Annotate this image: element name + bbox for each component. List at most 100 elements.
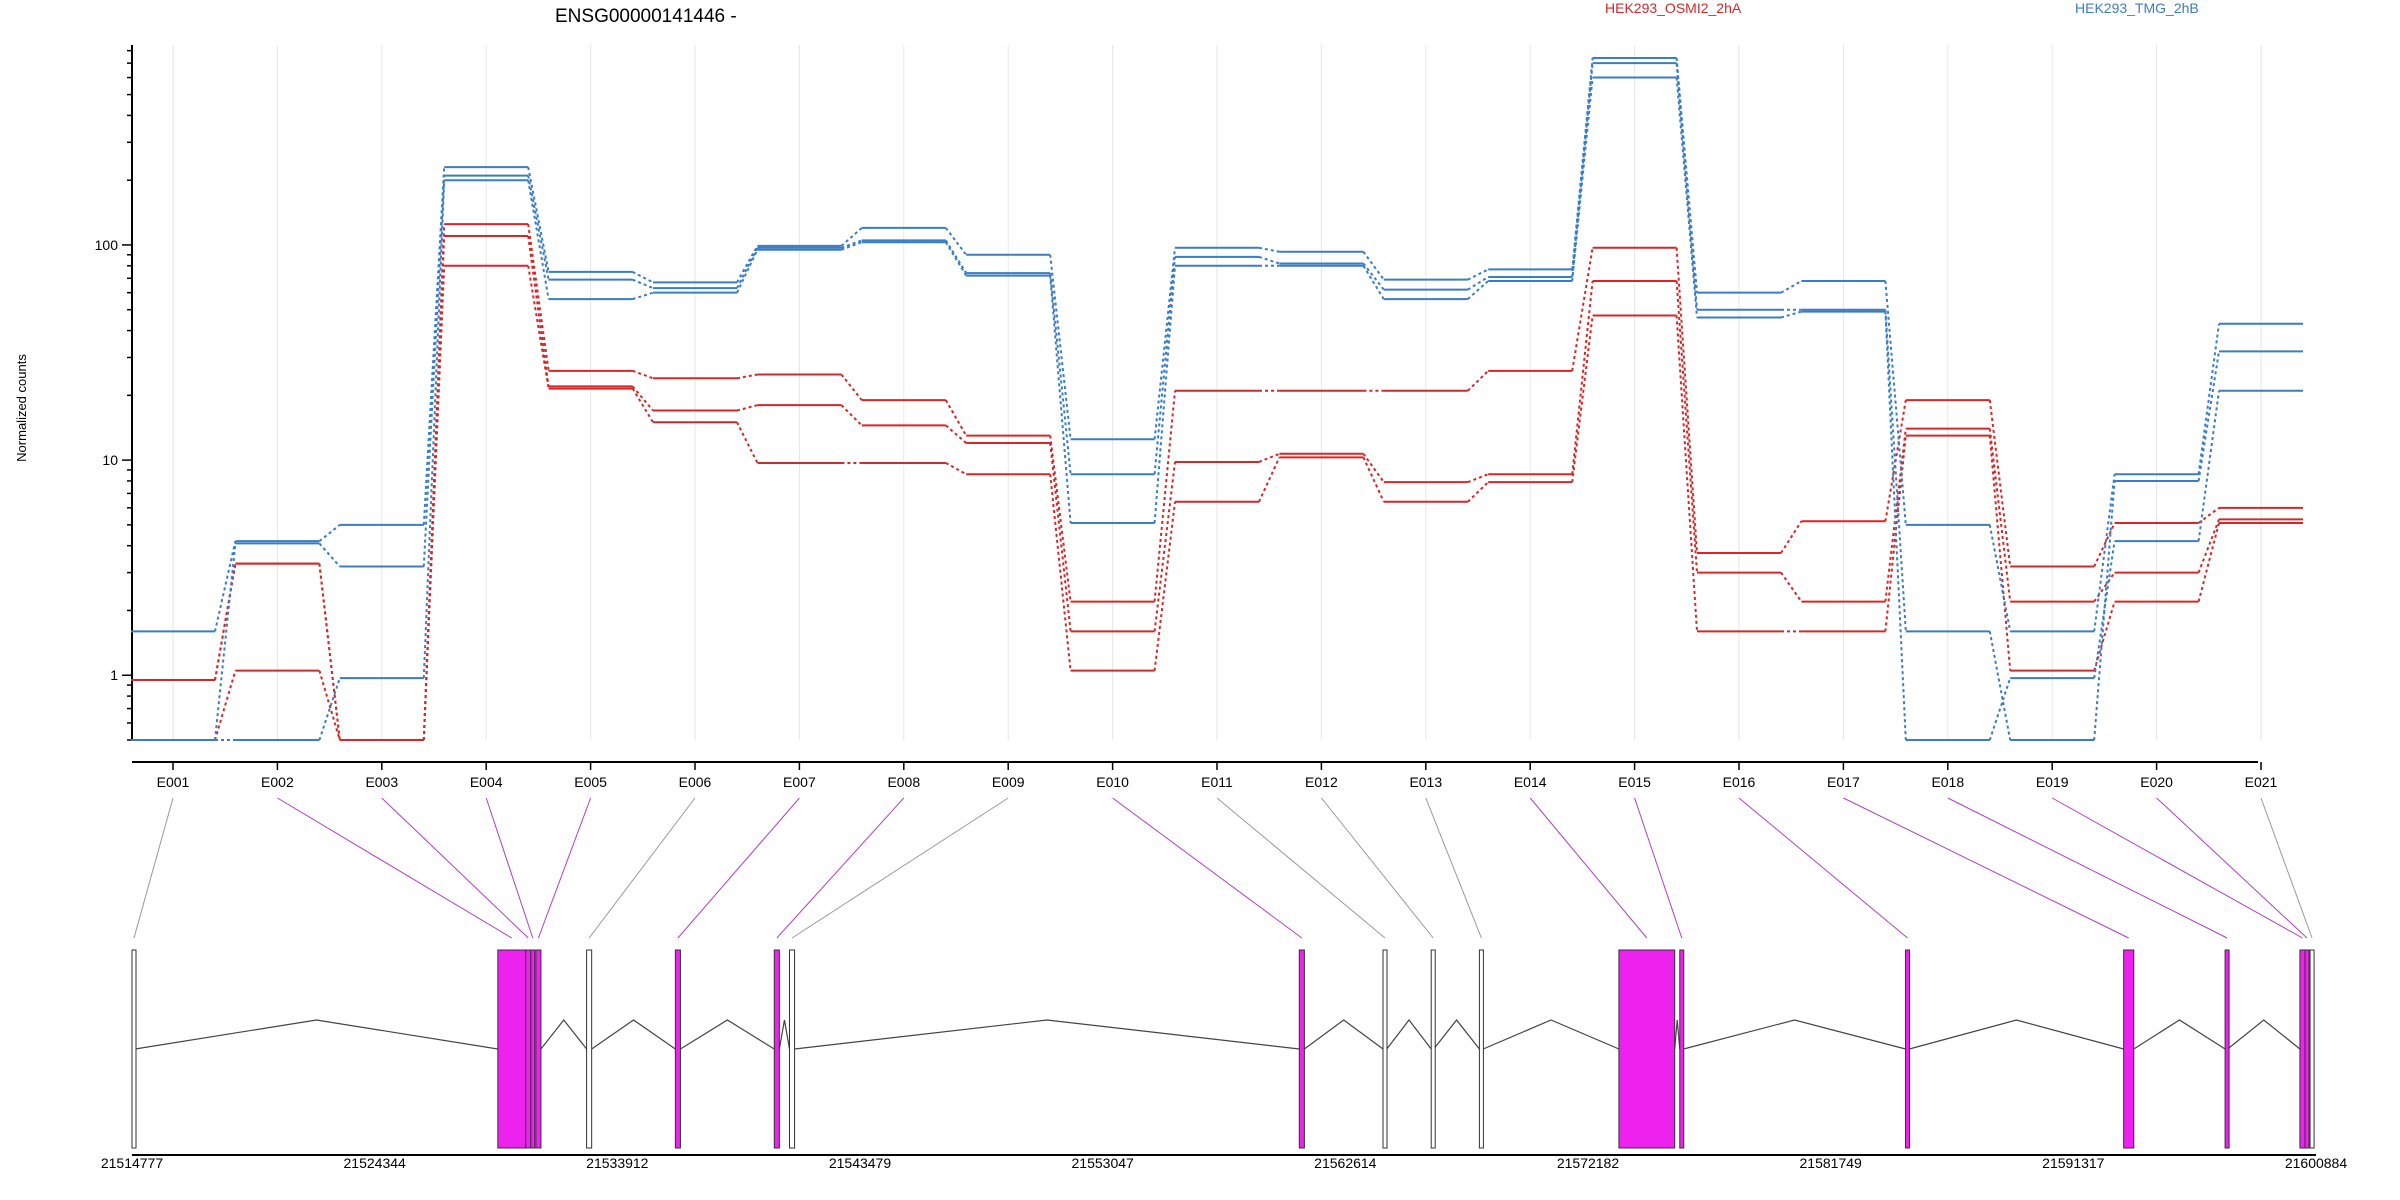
exon-label: E012 (1305, 774, 1338, 790)
intron-line (1674, 1019, 1681, 1050)
exon-label: E013 (1409, 774, 1442, 790)
exon-connector (1425, 797, 1482, 939)
exon-box (2224, 949, 2230, 1149)
exon-box (1382, 949, 1388, 1149)
exon-label: E006 (679, 774, 712, 790)
intron-line (2227, 1019, 2301, 1050)
exon-connector (1529, 797, 1648, 939)
series-connector (215, 77, 2220, 741)
exon-connectors (133, 797, 2313, 939)
exon-label: E019 (2036, 774, 2069, 790)
exon-label: E016 (1723, 774, 1756, 790)
exon-label: E004 (470, 774, 503, 790)
exon-connector (1843, 797, 2129, 939)
intron-line (2133, 1019, 2226, 1050)
exon-connector (1947, 797, 2228, 939)
x-axis: E001 E002 E003 E004 E005 E006 E007 E008 E009 E010… (132, 761, 2278, 790)
exon-label: E003 (365, 774, 398, 790)
exon-box (131, 949, 137, 1149)
exon-label: E020 (2140, 774, 2173, 790)
exon-box (1430, 949, 1436, 1149)
exon-label: E014 (1514, 774, 1547, 790)
exon-connector (2051, 797, 2303, 939)
intron-line (794, 1019, 1300, 1050)
exon-box (773, 949, 780, 1149)
intron-line (135, 1019, 498, 1050)
exon-connector (1634, 797, 1683, 939)
exon-label: E001 (157, 774, 190, 790)
intron-line (1304, 1019, 1384, 1050)
coordinate-label: 21600884 (2285, 1155, 2348, 1171)
exon-connector (1112, 797, 1303, 939)
gene-model (131, 949, 2315, 1149)
exon-label: E018 (1931, 774, 1964, 790)
exon-connector (2260, 797, 2313, 939)
series-connector (214, 63, 2220, 741)
intron-line (1433, 1019, 1480, 1050)
coordinate-axis: 21514777 21524344 21533912 21543479 21553047… (101, 1154, 2348, 1171)
exon-connector (485, 797, 534, 939)
series-connector (214, 57, 2220, 632)
exon-box (535, 949, 542, 1149)
exon-box (1905, 949, 1911, 1149)
exon-connector (2156, 797, 2308, 939)
exon-box (1478, 949, 1484, 1149)
exon-connector (776, 797, 905, 939)
exon-label: E021 (2245, 774, 2278, 790)
exon-box (586, 949, 593, 1149)
series-line (131, 56, 2303, 633)
exon-box (789, 949, 796, 1149)
legend-entry-tmg: HEK293_TMG_2hB (2075, 0, 2199, 16)
intron-line (1683, 1019, 1906, 1050)
coordinate-label: 21524344 (344, 1155, 407, 1171)
intron-line (1386, 1019, 1432, 1050)
exon-label: E008 (887, 774, 920, 790)
exon-box (2304, 949, 2310, 1149)
series-line (131, 76, 2303, 741)
intron-line (778, 1019, 791, 1050)
grid-lines (172, 45, 2262, 740)
coordinate-label: 21553047 (1072, 1155, 1135, 1171)
exon-box (1618, 949, 1676, 1149)
intron-line (680, 1019, 775, 1050)
exon-box (674, 949, 681, 1149)
series-lines (131, 56, 2303, 741)
coordinate-label: 21543479 (829, 1155, 892, 1171)
coordinate-label: 21581749 (1800, 1155, 1863, 1171)
legend-entry-osmi: HEK293_OSMI2_2hA (1605, 0, 1742, 16)
exon-connector (1321, 797, 1434, 939)
exon-label: E002 (261, 774, 294, 790)
exon-connector (588, 797, 696, 939)
intron-line (591, 1019, 676, 1050)
exon-label: E007 (783, 774, 816, 790)
y-tick-label: 1 (110, 667, 118, 683)
exon-box (497, 949, 527, 1149)
y-axis-label: Normalized counts (14, 354, 29, 462)
exon-connector (1216, 797, 1386, 939)
intron-line (1909, 1019, 2124, 1050)
coordinate-label: 21533912 (586, 1155, 649, 1171)
exon-label: E009 (992, 774, 1025, 790)
coordinate-label: 21572182 (1557, 1155, 1620, 1171)
series-connector (214, 265, 2220, 741)
exon-box (1679, 949, 1685, 1149)
exon-box (2123, 949, 2135, 1149)
exon-box (2299, 949, 2306, 1149)
y-tick-label: 100 (95, 237, 119, 253)
intron-line (540, 1019, 588, 1050)
exon-label: E011 (1201, 774, 1233, 790)
exon-box (525, 949, 532, 1149)
exon-connector (677, 797, 800, 939)
exon-label: E010 (1096, 774, 1129, 790)
intron-line (1482, 1019, 1620, 1050)
coordinate-label: 21514777 (101, 1155, 164, 1171)
exon-box (2309, 949, 2315, 1149)
exon-connector (277, 797, 513, 939)
y-tick-label: 10 (102, 452, 118, 468)
exon-label: E017 (1827, 774, 1860, 790)
exon-connector (1738, 797, 1908, 939)
coordinate-label: 21591317 (2042, 1155, 2105, 1171)
exon-label: E015 (1618, 774, 1651, 790)
exon-connector (791, 797, 1009, 939)
